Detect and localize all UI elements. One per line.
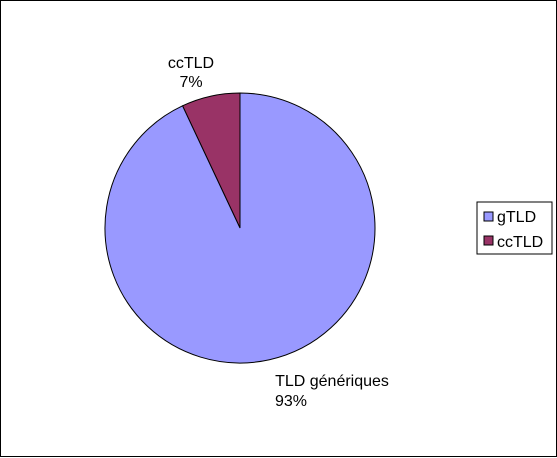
- slice-label-value-gtld: 93%: [275, 393, 307, 410]
- legend-label-cctld: ccTLD: [497, 234, 543, 251]
- legend-swatch-cctld: [484, 236, 493, 245]
- slice-label-value-cctld: 7%: [179, 74, 202, 91]
- pie-slices: [105, 93, 375, 363]
- legend: gTLD ccTLD: [477, 202, 552, 254]
- pie-slice-gtld: [105, 93, 375, 363]
- legend-swatch-gtld: [484, 212, 493, 221]
- legend-label-gtld: gTLD: [497, 209, 536, 226]
- slice-label-name-gtld: TLD génériques: [275, 373, 389, 390]
- slice-label-name-cctld: ccTLD: [168, 55, 214, 72]
